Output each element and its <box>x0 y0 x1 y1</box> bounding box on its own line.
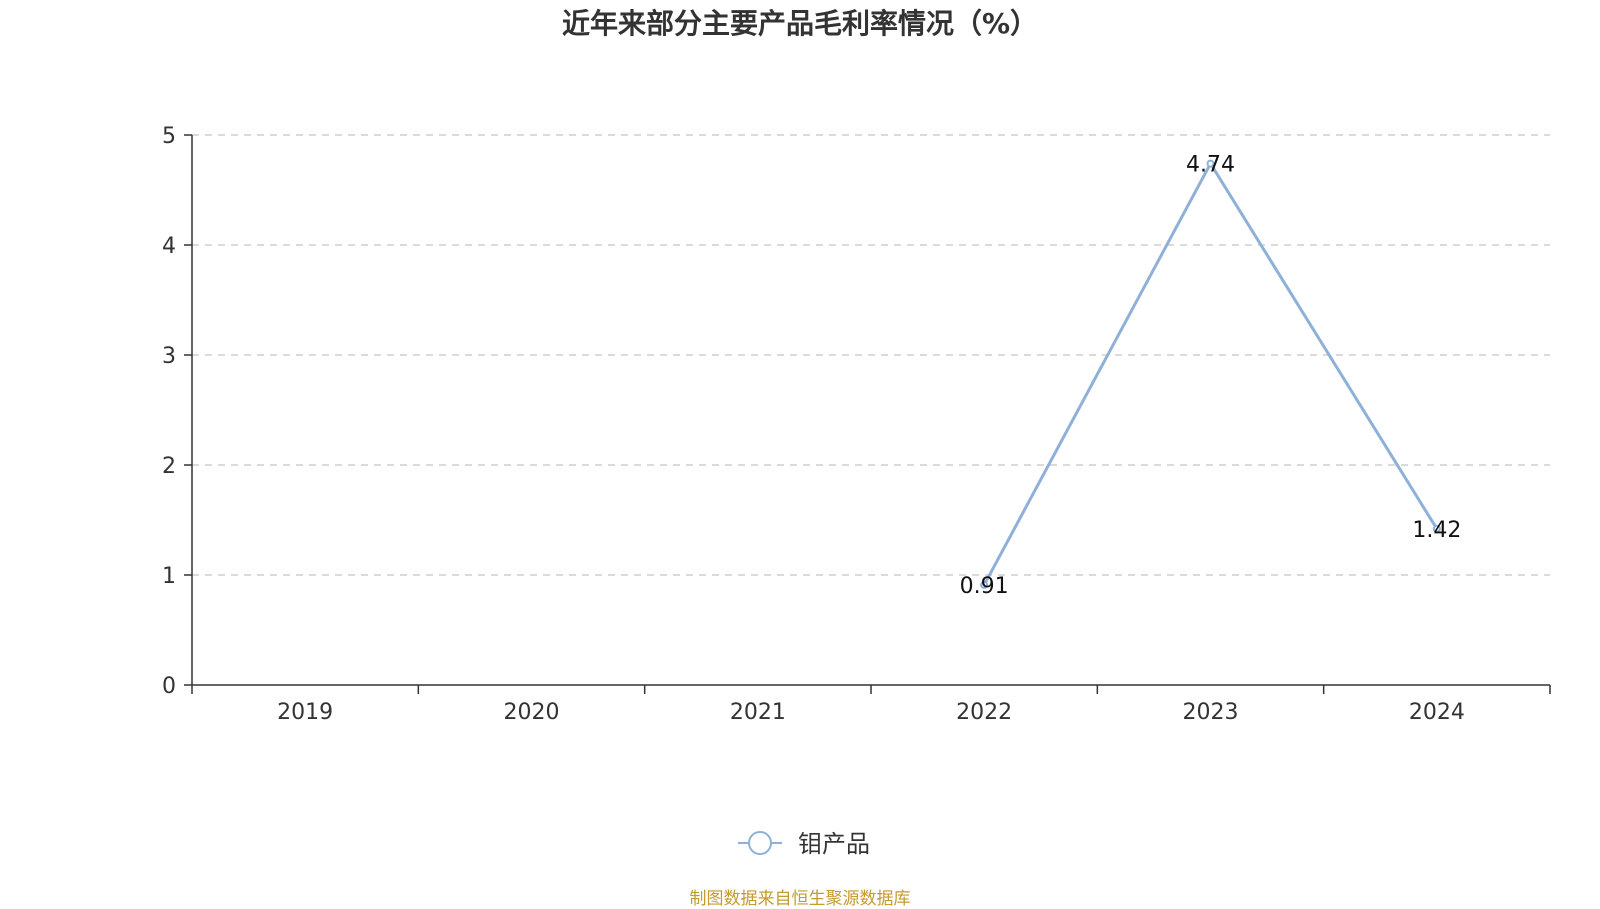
data-label: 4.74 <box>1186 153 1235 178</box>
x-tick-label: 2023 <box>1183 700 1239 725</box>
y-tick-label: 5 <box>162 124 176 149</box>
data-label: 0.91 <box>960 574 1009 599</box>
legend-label: 钼产品 <box>798 830 870 858</box>
legend-marker-icon <box>748 831 772 855</box>
data-point <box>1432 524 1441 533</box>
x-tick-label: 2022 <box>956 700 1012 725</box>
data-labels: 0.91 4.74 1.42 <box>960 153 1462 599</box>
axes: 0 1 2 3 4 5 2019 2020 2021 2022 2023 2024 <box>162 124 1551 725</box>
x-tick-label: 2020 <box>504 700 560 725</box>
x-tick-label: 2019 <box>277 700 333 725</box>
legend[interactable]: 钼产品 <box>738 830 870 858</box>
series <box>980 159 1441 589</box>
series-line <box>982 162 1439 586</box>
chart-title: 近年来部分主要产品毛利率情况（%） <box>561 7 1039 40</box>
data-label: 1.42 <box>1412 518 1461 543</box>
y-tick-label: 4 <box>162 234 176 259</box>
data-point <box>980 580 989 589</box>
y-tick-label: 3 <box>162 344 176 369</box>
y-tick-label: 0 <box>162 674 176 699</box>
y-tick-label: 1 <box>162 564 176 589</box>
gridlines <box>192 134 1550 576</box>
source-note: 制图数据来自恒生聚源数据库 <box>689 889 911 909</box>
x-tick-label: 2024 <box>1409 700 1465 725</box>
data-point <box>1206 159 1215 168</box>
y-tick-label: 2 <box>162 454 176 479</box>
x-tick-label: 2021 <box>730 700 786 725</box>
